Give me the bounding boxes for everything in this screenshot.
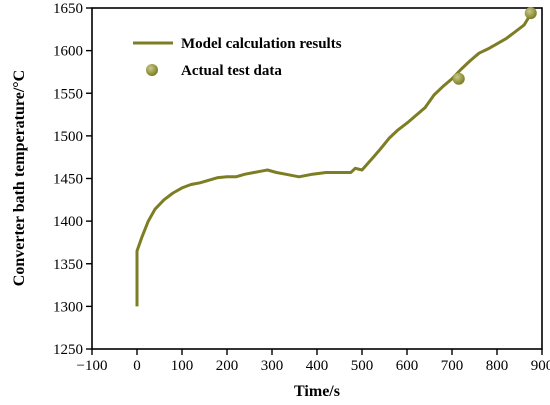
y-axis-title: Converter bath temperature/°C — [11, 70, 28, 286]
plot-frame — [91, 7, 543, 350]
y-tick-label: 1650 — [53, 1, 83, 17]
actual-test-point — [524, 7, 537, 20]
y-tick-label: 1500 — [53, 129, 83, 145]
x-tick-label: −100 — [77, 358, 108, 374]
x-tick-label: 200 — [216, 358, 239, 374]
legend-label-model: Model calculation results — [181, 36, 342, 52]
x-tick-label: 900 — [531, 358, 550, 374]
y-tick-label: 1400 — [53, 214, 83, 230]
y-tick-label: 1450 — [53, 172, 83, 188]
legend-label-actual: Actual test data — [181, 63, 282, 79]
y-tick-label: 1600 — [53, 44, 83, 60]
model-results-line — [135, 13, 533, 307]
x-tick-label: 0 — [133, 358, 141, 374]
x-tick-label: 300 — [261, 358, 284, 374]
y-tick-label: 1250 — [53, 342, 83, 358]
x-tick-label: 800 — [486, 358, 509, 374]
legend: Model calculation results Actual test da… — [133, 36, 342, 79]
series-layer — [135, 7, 537, 307]
x-axis-ticks: −100 0 100 200 300 400 500 600 700 800 900 — [77, 349, 550, 374]
legend-marker-swatch — [146, 64, 158, 76]
y-axis-ticks: 1250 1300 1350 1400 1450 1500 1550 1600 1650 — [53, 1, 92, 358]
x-tick-label: 700 — [441, 358, 464, 374]
y-tick-label: 1300 — [53, 299, 83, 315]
actual-test-point — [452, 72, 465, 85]
x-axis-title: Time/s — [294, 383, 340, 400]
x-tick-label: 400 — [306, 358, 329, 374]
y-tick-label: 1550 — [53, 86, 83, 102]
x-tick-label: 600 — [396, 358, 419, 374]
x-tick-label: 100 — [171, 358, 194, 374]
y-tick-label: 1350 — [53, 257, 83, 273]
x-tick-label: 500 — [351, 358, 374, 374]
